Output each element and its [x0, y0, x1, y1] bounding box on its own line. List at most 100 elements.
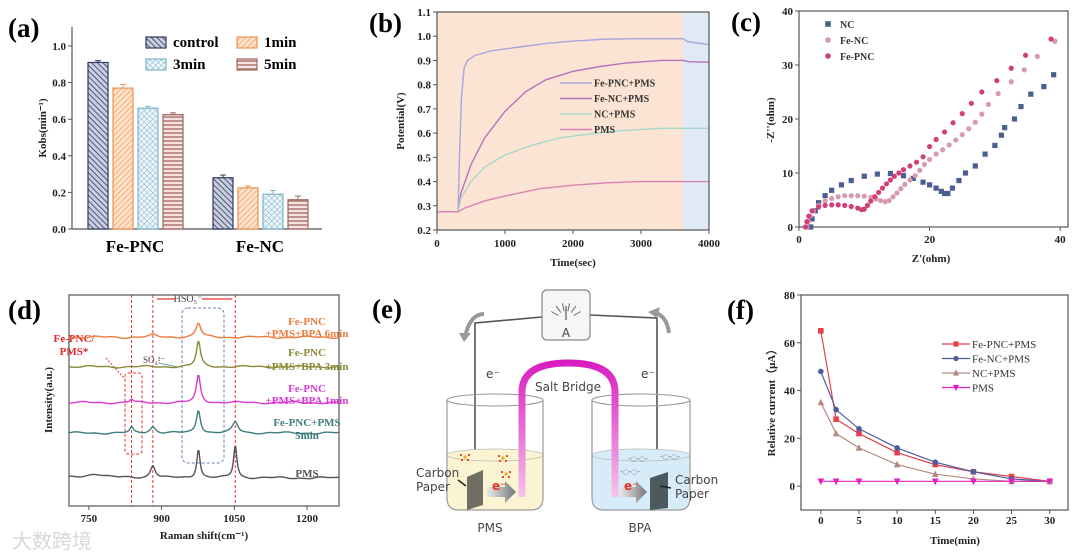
so4-arrow	[157, 362, 179, 368]
data-point-Fe-NC	[822, 198, 828, 204]
carbon-paper-right	[650, 472, 668, 510]
data-point-Fe-NC	[902, 181, 908, 187]
salt-bridge-label: Salt Bridge	[535, 380, 601, 394]
data-point-Fe-NC+PMS	[932, 459, 939, 466]
pms-atom-icon	[497, 454, 501, 458]
pms-atom-icon	[507, 475, 511, 479]
pointer-arrow-icon	[457, 479, 467, 487]
y-tick-label: 40	[782, 6, 794, 18]
intermediate-annotation-line2: PMS*	[60, 346, 89, 358]
left-solution-label: PMS	[477, 521, 502, 535]
data-point-Fe-NC	[959, 132, 965, 138]
pms-atom-icon	[500, 470, 504, 474]
salt-bridge	[518, 359, 619, 497]
data-point-PMS	[817, 478, 825, 486]
data-point-Fe-NC	[1008, 79, 1014, 85]
data-point-Fe-PNC	[950, 120, 956, 126]
data-point-Fe-PNC	[1022, 52, 1029, 58]
data-point-NC	[1041, 84, 1047, 90]
legend-swatch-1min	[236, 36, 258, 49]
left-electrode-label: Carbon	[416, 466, 459, 480]
ammeter-label: A	[562, 326, 571, 340]
data-point-NC	[808, 224, 814, 230]
data-point-NC	[900, 173, 907, 179]
data-point-Fe-NC	[894, 190, 900, 196]
category-label: Fe-NC	[236, 237, 284, 256]
legend-label: Fe-PNC+PMS	[594, 79, 656, 90]
bar-control	[87, 61, 109, 230]
data-point-Fe-NC	[966, 126, 972, 132]
data-point-Fe-NC	[912, 173, 918, 179]
intermediate-arrow	[105, 357, 125, 379]
data-point-NC+PMS	[817, 398, 825, 406]
intermediate-annotation-line1: Fe-PNC/	[54, 333, 96, 345]
pms-atom-icon	[467, 453, 471, 457]
legend-swatch-control	[145, 36, 167, 49]
series-line-Fe-PNC+PMS	[820, 330, 1050, 482]
data-point-PMS	[832, 478, 840, 486]
spectrum-label: Fe-PNC+PMS	[273, 417, 340, 429]
data-point-Fe-NC	[985, 101, 991, 108]
spectrum-label: 5min	[295, 430, 319, 442]
data-point-Fe-NC	[907, 177, 913, 183]
data-point-Fe-PNC	[809, 208, 815, 214]
data-point-Fe-PNC	[887, 177, 894, 183]
electron-flow-arrow-right-icon	[620, 481, 647, 503]
spectrum-label: PMS	[295, 468, 318, 480]
data-point-Fe-PNC	[913, 159, 920, 165]
data-point-Fe-PNC+PMS	[833, 416, 839, 423]
data-point-NC	[848, 177, 854, 184]
data-point-Fe-NC	[995, 91, 1001, 97]
data-point-NC	[992, 142, 998, 149]
hso5-annotation: HSO₅⁻	[174, 294, 203, 305]
panel-f-ylabel: Relative current（μA）	[765, 344, 778, 457]
legend-marker	[825, 21, 831, 27]
legend-swatch-5min	[236, 58, 258, 71]
data-point-Fe-PNC	[861, 206, 867, 212]
data-point-Fe-NC+PMS	[856, 425, 862, 432]
legend-marker	[825, 53, 831, 59]
data-point-NC	[1028, 91, 1034, 97]
x-tick-label: 15	[930, 515, 942, 527]
data-point-Fe-PNC	[804, 219, 810, 225]
right-solution-label: BPA	[629, 521, 653, 535]
data-point-NC	[949, 185, 956, 191]
y-tick-label: 0.7	[417, 104, 431, 116]
legend-label: PMS	[594, 125, 616, 136]
data-point-Fe-PNC+PMS	[894, 449, 900, 456]
pms-molecule-icon	[463, 455, 467, 459]
ammeter-scale-mark	[551, 311, 559, 316]
ammeter-scale-mark	[555, 305, 562, 313]
spectrum-line	[68, 374, 339, 405]
spectrum-line	[69, 446, 339, 480]
data-point-NC	[861, 173, 867, 179]
pms-atom-icon	[460, 458, 464, 462]
electron-flow-arrow-left-icon	[487, 481, 516, 503]
left-beaker	[446, 400, 544, 511]
spectrum-label: Fe-PNC	[288, 347, 326, 359]
legend-label: Fe-PNC+PMS	[972, 339, 1036, 351]
data-point-Fe-PNC	[891, 173, 897, 179]
data-point-Fe-NC	[855, 193, 861, 199]
right-beaker	[591, 400, 691, 511]
wire-left	[474, 316, 543, 480]
data-point-Fe-PNC	[959, 111, 965, 117]
right-beaker-rim	[591, 393, 691, 407]
series-line-Fe-PNC+PMS	[437, 37, 710, 213]
data-point-Fe-PNC	[802, 224, 809, 230]
data-point-Fe-NC+PMS	[833, 406, 839, 413]
legend-label: Fe-PNC	[840, 52, 874, 63]
spectrum-label: +PMS+BPA 3min	[266, 361, 349, 373]
arrow-head-icon	[459, 333, 471, 342]
legend-label: Fe-NC+PMS	[972, 354, 1030, 366]
data-point-Fe-NC	[829, 195, 835, 201]
data-point-Fe-NC	[1021, 67, 1027, 73]
legend-label: NC	[840, 20, 854, 31]
data-point-PMS	[893, 478, 901, 486]
series-line-Fe-NC+PMS	[820, 371, 1050, 482]
x-tick-label: 40	[1055, 234, 1067, 246]
series-line-Fe-NC+PMS	[437, 59, 710, 213]
panel-c-scatter-chart: Z'(ohm) -Z''(ohm) 0 10 20 30 40 0 20 40 NC Fe-NC F…	[765, 6, 1069, 265]
data-point-Fe-PNC	[907, 163, 913, 169]
data-point-NC	[956, 177, 962, 184]
